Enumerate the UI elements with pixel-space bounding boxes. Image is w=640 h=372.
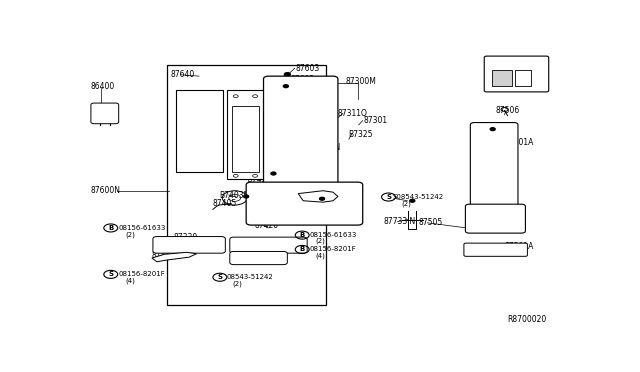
Text: S: S <box>218 274 222 280</box>
Circle shape <box>284 85 289 88</box>
Bar <box>232 106 259 172</box>
FancyBboxPatch shape <box>230 251 287 264</box>
Text: S: S <box>108 271 113 278</box>
Text: 87420: 87420 <box>255 221 278 230</box>
Text: 87311Q: 87311Q <box>338 109 368 118</box>
Text: 87420M: 87420M <box>255 238 285 247</box>
Text: B7325: B7325 <box>348 129 372 138</box>
Text: (4): (4) <box>315 252 325 259</box>
Text: R8700020: R8700020 <box>508 315 547 324</box>
Text: 08156-8201F: 08156-8201F <box>309 246 356 253</box>
FancyBboxPatch shape <box>246 182 363 225</box>
Text: B: B <box>300 232 305 238</box>
Text: 87505: 87505 <box>419 218 442 227</box>
Text: 87501A: 87501A <box>504 242 534 251</box>
Text: 87501A: 87501A <box>504 138 534 147</box>
Text: (2): (2) <box>315 238 325 244</box>
FancyBboxPatch shape <box>91 103 118 124</box>
Bar <box>167 65 326 305</box>
Text: 87640: 87640 <box>171 70 195 79</box>
Polygon shape <box>152 252 196 262</box>
Text: 87418: 87418 <box>152 251 176 260</box>
Text: 97455: 97455 <box>248 175 272 184</box>
FancyBboxPatch shape <box>470 122 518 207</box>
FancyBboxPatch shape <box>465 204 525 233</box>
Text: 08156-61633: 08156-61633 <box>118 225 166 231</box>
Text: (2): (2) <box>401 201 412 207</box>
Text: 87301: 87301 <box>364 116 388 125</box>
Text: B7403M: B7403M <box>219 190 250 199</box>
FancyBboxPatch shape <box>153 237 225 253</box>
Text: (2): (2) <box>233 280 243 287</box>
Text: 87733IN: 87733IN <box>383 217 416 226</box>
Text: 87405: 87405 <box>213 199 237 208</box>
Circle shape <box>319 197 324 200</box>
Circle shape <box>489 125 495 129</box>
Text: 87600N: 87600N <box>91 186 121 195</box>
Text: B7300E: B7300E <box>293 193 323 202</box>
Text: 87505+B: 87505+B <box>477 128 509 134</box>
Text: (2): (2) <box>125 231 136 237</box>
FancyBboxPatch shape <box>464 243 527 256</box>
Circle shape <box>284 73 291 76</box>
Text: 86400: 86400 <box>91 82 115 91</box>
Polygon shape <box>298 191 338 202</box>
Text: 87603: 87603 <box>296 64 320 73</box>
Circle shape <box>271 172 276 175</box>
Text: (4): (4) <box>125 278 136 284</box>
Bar <box>515 70 531 86</box>
Text: B7320N: B7320N <box>310 143 340 152</box>
Text: 08156-61633: 08156-61633 <box>309 232 356 238</box>
FancyBboxPatch shape <box>176 90 223 171</box>
Text: S08543-51242: S08543-51242 <box>392 194 444 200</box>
Text: 87300M: 87300M <box>346 77 376 86</box>
Bar <box>492 70 511 86</box>
Text: 87532: 87532 <box>253 256 276 264</box>
Text: 87602: 87602 <box>291 74 315 83</box>
Text: 87506: 87506 <box>495 106 520 115</box>
Text: 08543-51242: 08543-51242 <box>227 274 273 280</box>
Text: S: S <box>386 194 391 200</box>
Circle shape <box>490 128 495 131</box>
Text: B: B <box>108 225 113 231</box>
Text: 87330: 87330 <box>173 234 198 243</box>
Text: 08156-8201F: 08156-8201F <box>118 271 165 278</box>
FancyBboxPatch shape <box>484 56 548 92</box>
Circle shape <box>244 195 248 198</box>
Bar <box>227 90 264 179</box>
Text: B: B <box>300 246 305 253</box>
FancyBboxPatch shape <box>264 76 338 188</box>
FancyBboxPatch shape <box>230 237 307 253</box>
Circle shape <box>410 199 415 202</box>
